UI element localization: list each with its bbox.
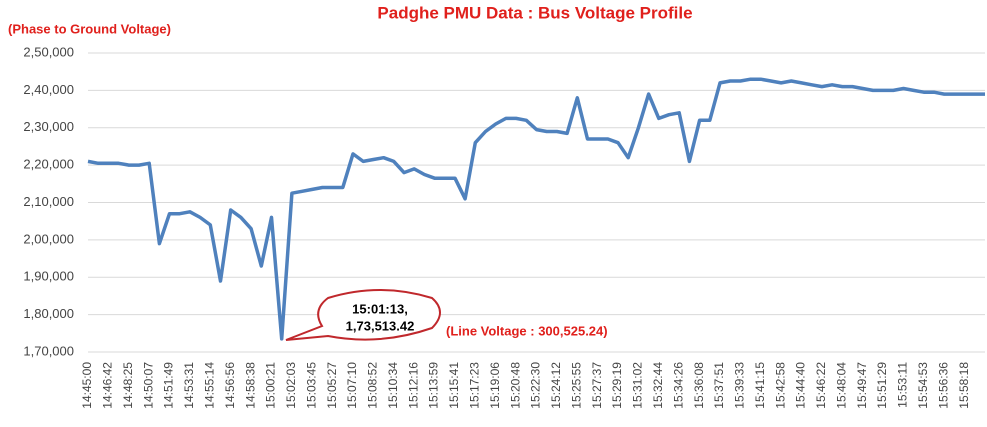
- x-tick-label: 15:24:12: [549, 362, 563, 409]
- data-line: [87, 77, 985, 341]
- x-tick-label: 15:17:23: [468, 362, 482, 409]
- y-tick-label: 2,40,000: [23, 82, 74, 97]
- x-tick-label: 14:50:07: [141, 362, 155, 409]
- x-tick-label: 14:55:14: [202, 362, 216, 409]
- chart-title: Padghe PMU Data : Bus Voltage Profile: [377, 3, 692, 22]
- x-tick-label: 15:13:59: [427, 362, 441, 409]
- callout-bubble: [285, 289, 441, 341]
- x-tick-label: 15:10:34: [386, 362, 400, 409]
- plot-area: 1,70,000 1,80,000 1,90,000 2,00,000 2,10,000…: [23, 44, 985, 409]
- x-tick-label: 15:34:26: [671, 362, 685, 409]
- y-tick-label: 2,10,000: [23, 194, 74, 209]
- y-tick-label: 1,90,000: [23, 269, 74, 284]
- annotation-note: (Line Voltage : 300,525.24): [446, 323, 608, 338]
- x-tick-label: 15:44:40: [794, 362, 808, 409]
- x-tick-label: 15:15:41: [447, 362, 461, 409]
- callout-text: 15:01:13,: [352, 301, 408, 316]
- y-axis-label: (Phase to Ground Voltage): [8, 21, 171, 36]
- x-tick-label: 15:42:58: [773, 362, 787, 409]
- x-tick-label: 15:25:55: [569, 362, 583, 409]
- x-tick-label: 15:54:53: [916, 362, 930, 409]
- x-tick-label: 15:46:22: [814, 362, 828, 409]
- x-tick-label: 15:12:16: [406, 362, 420, 409]
- x-tick-label: 14:51:49: [162, 362, 176, 409]
- x-tick-label: 15:41:15: [753, 362, 767, 409]
- y-tick-label: 1,70,000: [23, 343, 74, 358]
- x-tick-label: 15:08:52: [366, 362, 380, 409]
- x-tick-label: 15:56:36: [936, 362, 950, 409]
- y-tick-label: 2,50,000: [23, 44, 74, 59]
- x-tick-label: 14:46:42: [101, 362, 115, 409]
- x-tick-label: 15:05:27: [325, 362, 339, 409]
- y-tick-label: 1,80,000: [23, 306, 74, 321]
- x-tick-label: 15:31:02: [631, 362, 645, 409]
- x-tick-label: 15:36:08: [692, 362, 706, 409]
- x-tick-label: 14:45:00: [80, 362, 94, 409]
- x-tick-label: 14:56:56: [223, 362, 237, 409]
- x-tick-label: 15:51:29: [875, 362, 889, 409]
- x-tick-label: 15:20:48: [508, 362, 522, 409]
- x-tick-label: 15:02:03: [284, 362, 298, 409]
- x-tick-label: 14:53:31: [182, 362, 196, 409]
- y-tick-label: 2,00,000: [23, 231, 74, 246]
- x-tick-label: 14:48:25: [121, 362, 135, 409]
- x-tick-label: 15:29:19: [610, 362, 624, 409]
- callout-text: 1,73,513.42: [346, 318, 415, 333]
- x-tick-label: 15:32:44: [651, 362, 665, 409]
- x-tick-label: 15:27:37: [590, 362, 604, 409]
- y-tick-label: 2,30,000: [23, 119, 74, 134]
- x-tick-label: 15:58:18: [957, 362, 971, 409]
- x-tick-label: 15:00:21: [264, 362, 278, 409]
- x-tick-label: 15:48:04: [834, 362, 848, 409]
- x-tick-label: 15:37:51: [712, 362, 726, 409]
- x-tick-label: 14:58:38: [243, 362, 257, 409]
- x-tick-label: 15:19:06: [488, 362, 502, 409]
- x-tick-label: 15:49:47: [855, 362, 869, 409]
- y-tick-label: 2,20,000: [23, 157, 74, 172]
- x-tick-label: 15:39:33: [733, 362, 747, 409]
- x-tick-label: 15:07:10: [345, 362, 359, 409]
- x-tick-label: 15:53:11: [896, 362, 910, 408]
- x-tick-label: 15:03:45: [304, 362, 318, 409]
- x-tick-label: 15:22:30: [529, 362, 543, 409]
